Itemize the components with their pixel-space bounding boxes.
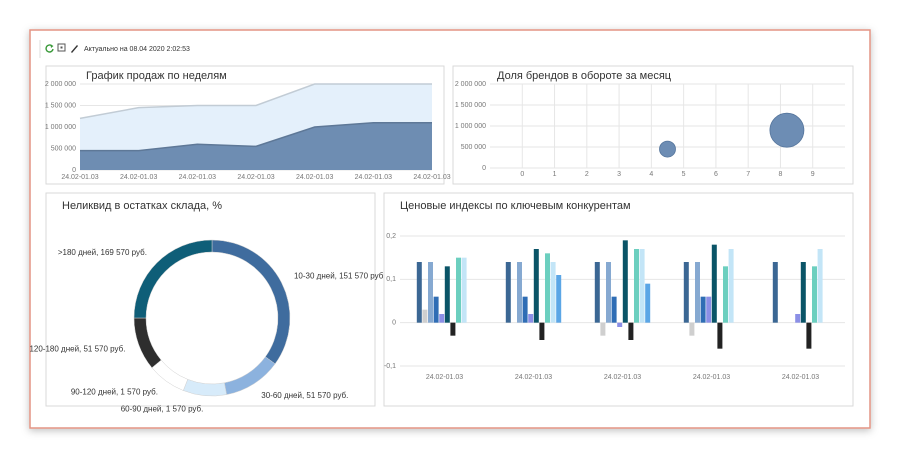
bar xyxy=(433,296,439,323)
brush-icon[interactable] xyxy=(71,45,78,53)
bar xyxy=(622,240,628,323)
bar xyxy=(611,296,617,323)
area-line xyxy=(79,83,432,120)
x-tick-label: 4 xyxy=(649,171,653,178)
bar xyxy=(528,314,534,323)
x-tick-label: 2 xyxy=(585,171,589,178)
bar xyxy=(422,309,428,323)
x-tick-label: 24.02-01.03 xyxy=(604,374,641,381)
segment-label: 90-120 дней, 1 570 руб. xyxy=(71,388,158,397)
y-tick-label: 1 500 000 xyxy=(45,102,76,109)
y-tick-label: 0 xyxy=(72,167,76,174)
chart-title: Ценовые индексы по ключевым конкурентам xyxy=(400,200,631,212)
x-tick-label: 8 xyxy=(779,171,783,178)
y-tick-label: 500 000 xyxy=(461,144,486,151)
segment-label: 60-90 дней, 1 570 руб. xyxy=(121,405,204,414)
chart-title: Неликвид в остатках склада, % xyxy=(62,200,222,212)
x-tick-label: 24.02-01.03 xyxy=(120,174,157,181)
x-tick-label: 24.02-01.03 xyxy=(61,174,98,181)
bar xyxy=(550,262,556,323)
x-tick-label: 24.02-01.03 xyxy=(296,174,333,181)
x-tick-label: 7 xyxy=(746,171,750,178)
x-tick-label: 24.02-01.03 xyxy=(179,174,216,181)
bar xyxy=(634,249,639,323)
chart-title: Доля брендов в обороте за месяц xyxy=(497,70,672,82)
x-tick-label: 24.02-01.03 xyxy=(237,174,274,181)
refresh-icon[interactable] xyxy=(45,44,54,53)
chart-title: График продаж по неделям xyxy=(86,70,227,82)
x-tick-label: 5 xyxy=(682,171,686,178)
bar xyxy=(450,322,456,336)
bar xyxy=(689,322,695,336)
y-tick-label: 0,1 xyxy=(386,276,396,283)
x-tick-label: 24.02-01.03 xyxy=(782,374,819,381)
bar xyxy=(444,266,450,323)
bar xyxy=(600,322,606,336)
y-tick-label: 0,2 xyxy=(386,233,396,240)
x-tick-label: 24.02-01.03 xyxy=(355,174,392,181)
bar xyxy=(645,283,651,323)
y-tick-label: 1 000 000 xyxy=(45,124,76,131)
settings-icon[interactable] xyxy=(57,43,66,52)
y-tick-label: 2 000 000 xyxy=(45,81,76,88)
segment-label: >180 дней, 169 570 руб. xyxy=(58,248,147,257)
bar xyxy=(533,249,539,323)
bubble xyxy=(769,112,805,148)
bar xyxy=(795,314,801,323)
x-tick-label: 24.02-01.03 xyxy=(693,374,730,381)
bar xyxy=(812,266,817,323)
bar xyxy=(617,322,623,327)
bar xyxy=(505,262,511,323)
x-tick-label: 24.02-01.03 xyxy=(426,374,463,381)
bar xyxy=(806,322,812,349)
y-tick-label: 0 xyxy=(392,320,396,327)
bar xyxy=(639,249,645,323)
segment-label: 30-60 дней, 51 570 руб. xyxy=(261,391,348,400)
area-line xyxy=(80,121,432,152)
bar xyxy=(700,296,706,323)
bar xyxy=(545,253,550,323)
bar xyxy=(817,249,823,323)
bar xyxy=(522,296,528,323)
x-tick-label: 3 xyxy=(617,171,621,178)
bar xyxy=(556,275,562,323)
bar xyxy=(728,249,734,323)
bar xyxy=(594,262,600,323)
y-tick-label: 1 000 000 xyxy=(455,123,486,130)
y-tick-label: -0,1 xyxy=(384,363,396,370)
segment-label: 10-30 дней, 151 570 руб. xyxy=(294,271,386,280)
status-text: Актуально на 08.04 2020 2:02:53 xyxy=(84,46,190,53)
x-tick-label: 24.02-01.03 xyxy=(413,174,450,181)
bar xyxy=(439,314,445,323)
y-tick-label: 2 000 000 xyxy=(455,81,486,88)
bar xyxy=(628,322,634,340)
x-tick-label: 24.02-01.03 xyxy=(515,374,552,381)
bar xyxy=(706,296,712,323)
bar xyxy=(517,262,522,323)
panel xyxy=(45,192,376,407)
x-tick-label: 0 xyxy=(520,171,524,178)
bar xyxy=(717,322,723,349)
bar xyxy=(695,262,700,323)
bar xyxy=(711,244,717,323)
bar xyxy=(772,262,778,323)
bar xyxy=(461,257,467,323)
y-tick-label: 0 xyxy=(482,165,486,172)
bar xyxy=(723,266,728,323)
x-tick-label: 9 xyxy=(811,171,815,178)
y-tick-label: 500 000 xyxy=(51,145,76,152)
bar xyxy=(683,262,689,323)
bar xyxy=(416,262,422,323)
bar xyxy=(800,262,806,323)
segment-label: 120-180 дней, 51 570 руб. xyxy=(29,344,125,353)
y-tick-label: 1 500 000 xyxy=(455,102,486,109)
bar xyxy=(456,257,461,323)
bubble xyxy=(659,140,676,158)
bar xyxy=(428,262,433,323)
x-tick-label: 1 xyxy=(553,171,557,178)
bar xyxy=(606,262,611,323)
x-tick-label: 6 xyxy=(714,171,718,178)
bar xyxy=(539,322,545,340)
